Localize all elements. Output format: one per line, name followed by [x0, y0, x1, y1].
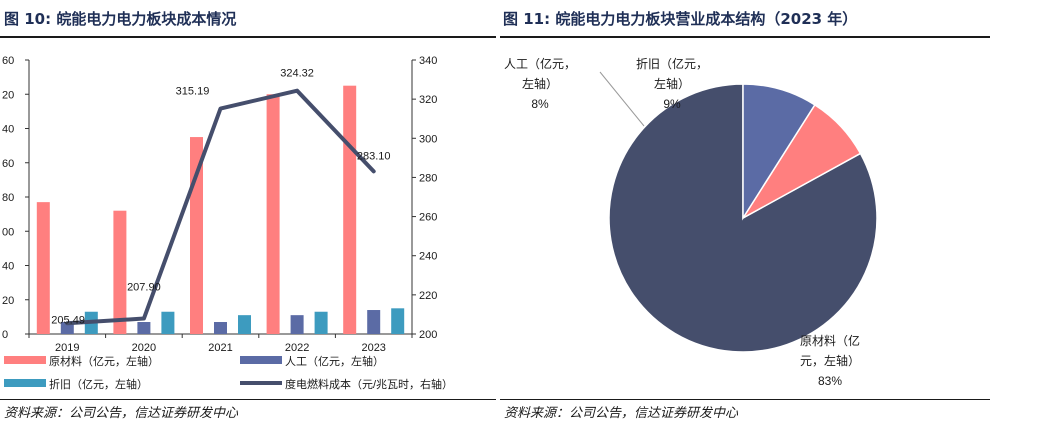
- pie-label-2: 左轴）: [654, 76, 690, 91]
- pie-slice-2: [742, 83, 816, 221]
- pie-leader-line-1: [599, 71, 645, 127]
- left-source-rule: [0, 399, 496, 400]
- line-data-label: 283.10: [357, 150, 391, 162]
- bar-1-2022: [290, 315, 304, 334]
- legend-label-2: 折旧（亿元，左轴）: [49, 377, 148, 391]
- line-data-label: 205.49: [51, 314, 85, 326]
- pie-pct-label-0: 83%: [818, 374, 842, 388]
- left-axis-tick-label: 60: [2, 158, 14, 170]
- bar-0-2019: [36, 202, 50, 334]
- bar-0-2020: [113, 210, 127, 334]
- bar-1-2019: [60, 322, 74, 334]
- right-title-rule: [500, 36, 990, 38]
- right-axis-tick-label: 300: [419, 133, 437, 145]
- right-axis-tick-label: 200: [419, 329, 437, 341]
- bar-0-2023: [343, 85, 357, 334]
- pie-pct-label-2: 9%: [663, 97, 681, 111]
- bar-1-2023: [367, 310, 381, 334]
- bar-1-2020: [137, 322, 151, 334]
- x-axis-tick-label: 2019: [55, 342, 79, 354]
- left-figure-title: 图 10: 皖能电力电力板块成本情况: [4, 10, 237, 28]
- right-axis-tick-label: 240: [419, 251, 437, 263]
- pie-chart: 原材料（亿元，左轴） 83% 人工（亿元， 左轴） 8% 折旧（亿元， 左轴） 9%: [504, 56, 878, 388]
- right-axis-tick-label: 280: [419, 172, 437, 184]
- pie-label-0: 元，左轴）: [800, 353, 860, 368]
- left-source-note: 资料来源：公司公告，信达证券研发中心: [4, 406, 239, 421]
- line-data-label: 324.32: [280, 68, 314, 80]
- right-axis-tick-label: 260: [419, 212, 437, 224]
- bar-0-2022: [266, 94, 280, 334]
- x-axis-tick-label: 2022: [285, 342, 309, 354]
- legend-label-0: 原材料（亿元，左轴）: [49, 354, 159, 368]
- pie-label-1: 人工（亿元，: [504, 56, 576, 71]
- left-axis-tick-label: 0: [2, 329, 8, 341]
- left-axis-tick-label: 60: [2, 55, 14, 67]
- bar-2-2020: [161, 311, 175, 334]
- left-axis-tick-label: 80: [2, 192, 14, 204]
- pie-label-0: 原材料（亿: [800, 333, 860, 348]
- legend-swatch-2: [4, 379, 46, 387]
- left-axis-tick-label: 40: [2, 124, 14, 136]
- x-axis-tick-label: 2023: [361, 342, 385, 354]
- right-source-note: 资料来源：公司公告，信达证券研发中心: [504, 406, 739, 421]
- right-axis-tick-label: 340: [419, 55, 437, 67]
- left-axis-tick-label: 20: [2, 295, 14, 307]
- left-axis-tick-label: 40: [2, 261, 14, 273]
- legend-swatch-1: [240, 356, 282, 364]
- legend-label-1: 人工（亿元，左轴）: [285, 354, 384, 368]
- line-data-label: 207.90: [127, 282, 161, 294]
- pie-label-1: 左轴）: [522, 76, 558, 91]
- legend-label-3: 度电燃料成本（元/兆瓦时，右轴）: [285, 377, 453, 391]
- pie-label-2: 折旧（亿元，: [636, 56, 708, 71]
- right-figure-title: 图 11: 皖能电力电力板块营业成本结构（2023 年）: [503, 10, 858, 28]
- bar-2-2022: [314, 311, 328, 334]
- left-title-rule: [0, 36, 496, 38]
- bar-2-2023: [391, 308, 405, 334]
- left-axis-tick-label: 00: [2, 226, 14, 238]
- right-axis-tick-label: 220: [419, 290, 437, 302]
- x-axis-tick-label: 2021: [208, 342, 232, 354]
- line-data-label: 315.19: [176, 86, 210, 98]
- bar-2-2021: [238, 315, 251, 334]
- bar-1-2021: [214, 322, 227, 334]
- right-source-rule: [500, 399, 990, 400]
- right-axis-tick-label: 320: [419, 94, 437, 106]
- x-axis-tick-label: 2020: [132, 342, 156, 354]
- legend-swatch-0: [4, 356, 46, 364]
- fuel-cost-line: [65, 88, 376, 326]
- pie-pct-label-1: 8%: [531, 97, 549, 111]
- bar-line-chart: 0 20 40 00 80 60 40 20 60 200 220 240 260 280 300 320 34…: [2, 55, 453, 391]
- left-axis-tick-label: 20: [2, 89, 14, 101]
